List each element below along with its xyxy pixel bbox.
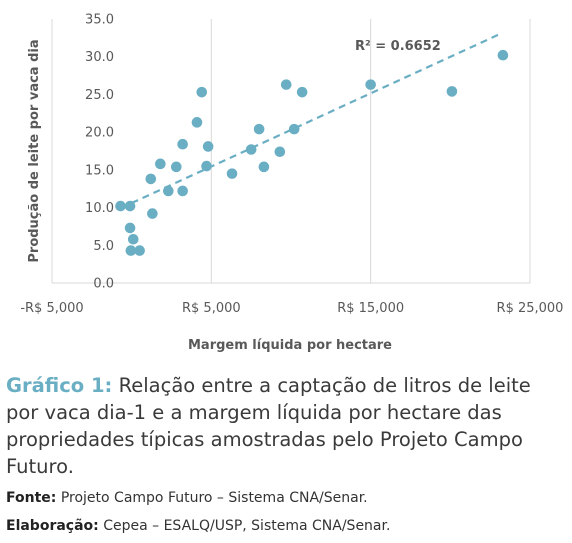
data-point	[191, 117, 203, 128]
elaboration-label: Elaboração:	[6, 518, 99, 534]
scatter-chart: 0.0 5.0 10.0 15.0 20.0 25.0 30.0 35.0 -R$ 5,000…	[20, 13, 563, 354]
data-point	[245, 144, 257, 155]
data-point	[155, 158, 166, 170]
y-tick-label: 25.0	[85, 88, 114, 103]
data-point	[115, 200, 126, 212]
data-point	[125, 245, 137, 256]
caption-text: Relação entre a captação de litros de le…	[6, 374, 531, 478]
data-point	[145, 173, 157, 185]
data-point	[163, 185, 174, 197]
data-points	[115, 49, 509, 256]
data-point	[446, 86, 458, 97]
y-tick-label: 30.0	[85, 50, 114, 65]
x-axis-title: Margem líquida por hectare	[188, 338, 392, 353]
elaboration-line: Elaboração: Cepea – ESALQ/USP, Sistema C…	[6, 518, 566, 534]
x-tick-label: R$ 25,000	[497, 301, 564, 316]
figure-caption: Gráfico 1: Relação entre a captação de l…	[6, 372, 566, 480]
y-tick-label: 20.0	[85, 126, 114, 141]
y-tick-label: 35.0	[85, 13, 114, 28]
x-tick-label: R$ 5,000	[182, 301, 241, 316]
data-point	[196, 86, 208, 98]
data-point	[147, 208, 158, 219]
source-text: Projeto Campo Futuro – Sistema CNA/Senar…	[60, 490, 368, 506]
y-tick-label: 10.0	[85, 201, 114, 216]
caption-label: Gráfico 1:	[6, 374, 113, 397]
trendline	[131, 33, 499, 205]
data-point	[134, 245, 145, 256]
data-point	[127, 233, 139, 245]
x-tick-label: R$ 15,000	[337, 301, 404, 316]
y-axis-ticks: 0.0 5.0 10.0 15.0 20.0 25.0 30.0 35.0	[85, 13, 114, 292]
data-point	[202, 141, 214, 152]
data-point	[124, 200, 136, 212]
data-point	[288, 123, 300, 135]
y-tick-label: 0.0	[93, 277, 114, 292]
data-point	[280, 79, 292, 90]
vertical-gridlines	[51, 19, 531, 283]
y-axis-title: Produção de leite por vaca dia	[27, 39, 42, 262]
data-point	[177, 185, 188, 197]
data-point	[258, 161, 270, 173]
x-axis-ticks: -R$ 5,000 R$ 5,000 R$ 15,000 R$ 25,000	[20, 301, 563, 316]
r-squared-label: R² = 0.6652	[355, 39, 441, 54]
data-point	[497, 49, 509, 61]
source-line: Fonte: Projeto Campo Futuro – Sistema CN…	[6, 490, 566, 506]
elaboration-text: Cepea – ESALQ/USP, Sistema CNA/Senar.	[103, 518, 391, 534]
data-point	[365, 79, 376, 90]
data-point	[274, 146, 286, 158]
data-point	[201, 160, 212, 172]
data-point	[177, 138, 188, 150]
data-point	[253, 123, 265, 135]
source-label: Fonte:	[6, 490, 57, 506]
y-tick-label: 15.0	[85, 163, 114, 178]
data-point	[170, 161, 182, 173]
x-tick-label: -R$ 5,000	[20, 301, 83, 316]
data-point	[124, 222, 136, 234]
data-point	[226, 168, 238, 179]
y-tick-label: 5.0	[93, 239, 114, 254]
data-point	[296, 86, 308, 98]
